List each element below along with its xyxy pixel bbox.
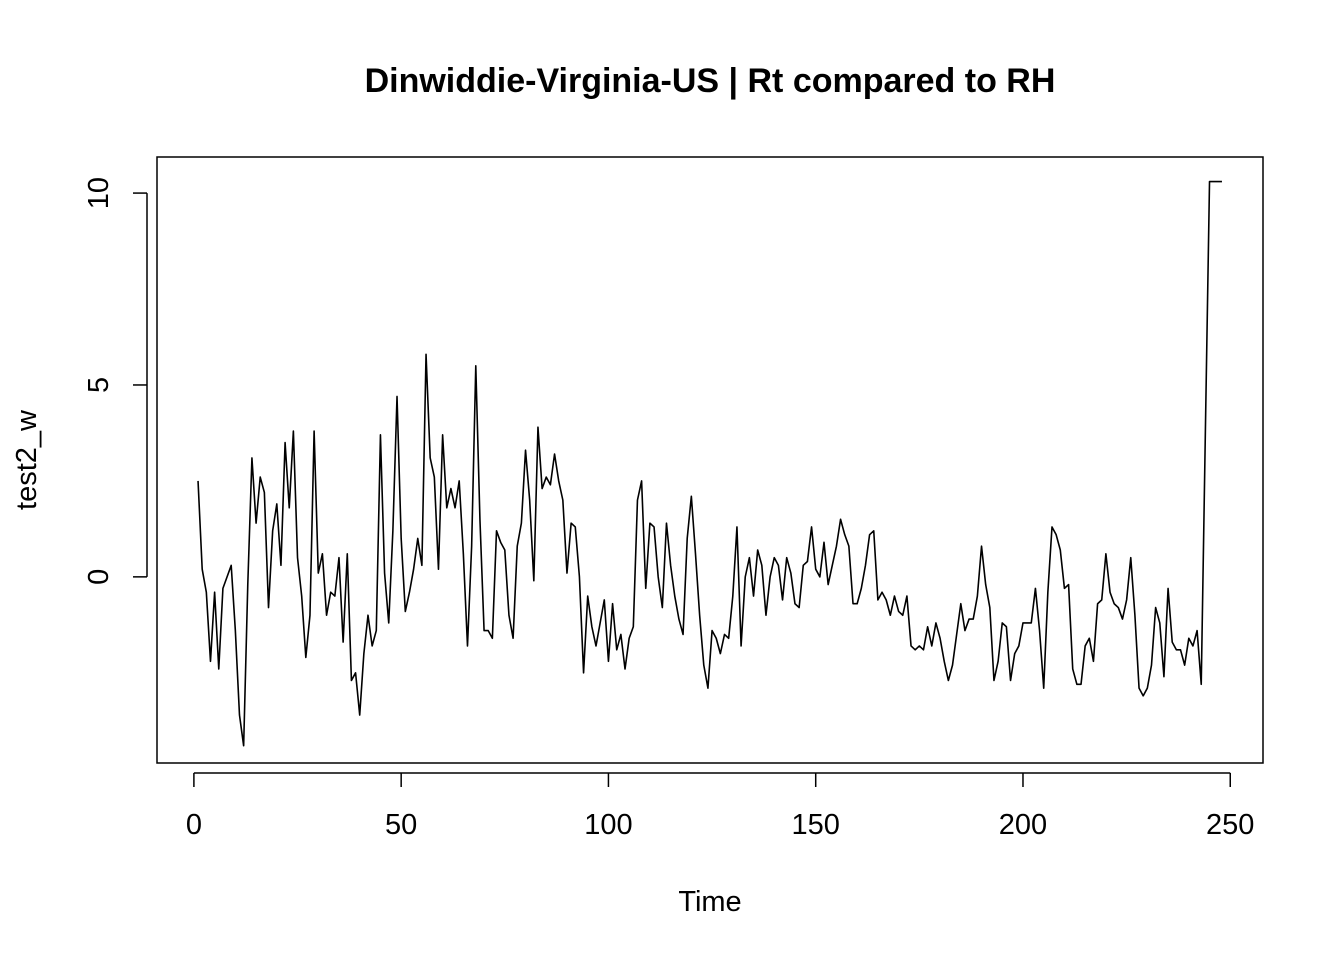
x-tick-label: 50 <box>385 809 417 841</box>
y-tick-label: 10 <box>83 177 115 209</box>
x-axis-label: Time <box>678 886 741 918</box>
x-tick-label: 100 <box>584 809 632 841</box>
x-tick-label: 250 <box>1206 809 1254 841</box>
y-axis-label: test2_w <box>11 409 43 510</box>
x-tick-label: 150 <box>792 809 840 841</box>
y-tick-label: 5 <box>83 377 115 393</box>
y-tick-label: 0 <box>83 569 115 585</box>
chart-title: Dinwiddie-Virginia-US | Rt compared to R… <box>365 62 1056 100</box>
series-line <box>197 180 1222 747</box>
x-axis: 0 50 100 150 200 250 <box>186 772 1254 841</box>
plot-frame <box>156 156 1264 764</box>
series-layer <box>197 180 1222 747</box>
x-tick-label: 0 <box>186 809 202 841</box>
x-tick-label: 200 <box>999 809 1047 841</box>
y-axis: 0 5 10 <box>83 177 148 585</box>
